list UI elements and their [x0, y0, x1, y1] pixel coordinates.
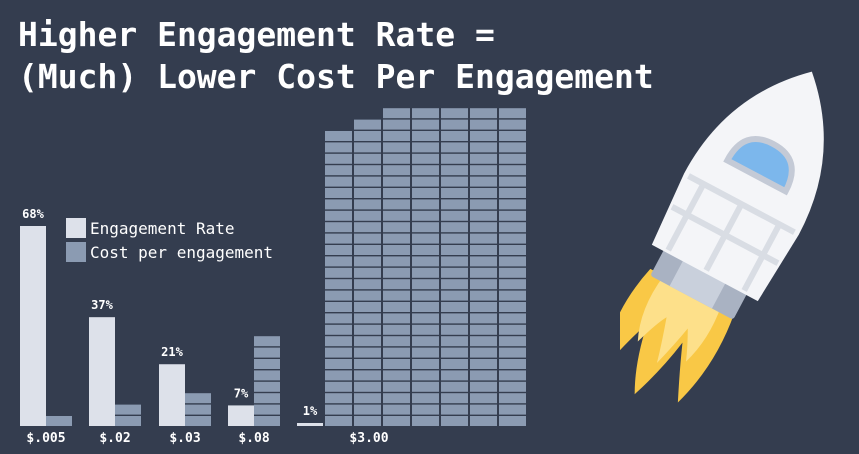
engagement-bar-3 — [228, 405, 254, 426]
title-line-1: Higher Engagement Rate = — [18, 15, 495, 54]
engagement-bar-4 — [297, 423, 323, 426]
category-label-4: $3.00 — [349, 431, 388, 446]
engagement-label-3: 7% — [234, 386, 249, 400]
engagement-bar-2 — [159, 364, 185, 426]
legend-label-cost: Cost per engagement — [90, 242, 274, 262]
legend-label-engagement: Engagement Rate — [90, 218, 235, 238]
cost-bar-2 — [185, 393, 211, 426]
engagement-bar-1 — [89, 317, 115, 426]
category-label-2: $.03 — [169, 431, 200, 446]
engagement-label-2: 21% — [161, 345, 183, 359]
title-line-2: (Much) Lower Cost Per Engagement — [18, 57, 654, 96]
legend-item-engagement: Engagement Rate — [66, 216, 273, 240]
category-label-3: $.08 — [238, 431, 269, 446]
legend-swatch-cost — [66, 242, 86, 262]
engagement-label-4: 1% — [303, 404, 318, 418]
category-label-1: $.02 — [99, 431, 130, 446]
cost-bar-3 — [254, 336, 280, 426]
cost-bar-0 — [46, 416, 72, 426]
category-label-0: $.005 — [26, 431, 65, 446]
rocket-icon — [620, 71, 824, 403]
engagement-label-0: 68% — [22, 207, 44, 221]
cost-bar-4 — [325, 108, 526, 426]
engagement-bar-0 — [20, 226, 46, 426]
chart-title: Higher Engagement Rate = (Much) Lower Co… — [18, 14, 654, 98]
legend-item-cost: Cost per engagement — [66, 240, 273, 264]
legend: Engagement Rate Cost per engagement — [66, 216, 273, 264]
engagement-label-1: 37% — [91, 298, 113, 312]
legend-swatch-engagement — [66, 218, 86, 238]
cost-bar-1 — [115, 404, 141, 426]
